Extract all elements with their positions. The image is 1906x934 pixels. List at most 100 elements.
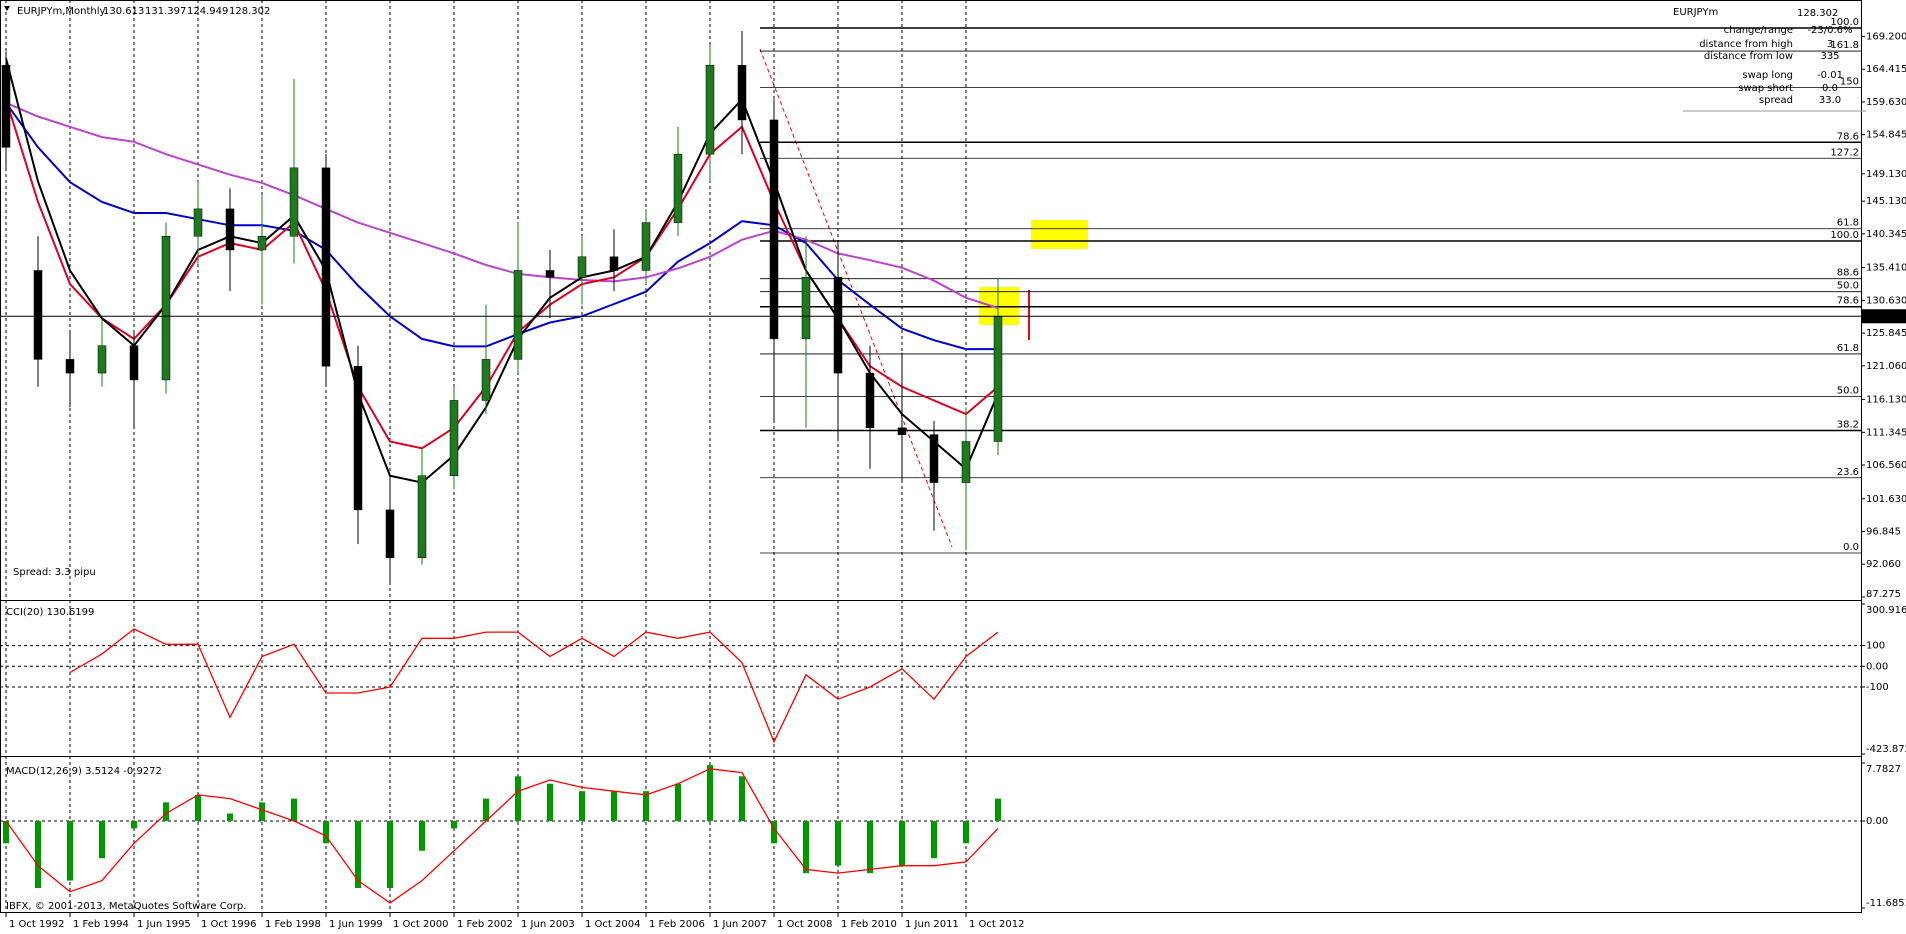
fib-label: 78.6 (1837, 296, 1859, 307)
histogram-bar (163, 802, 169, 821)
candle-body (801, 277, 811, 340)
fib-label: 23.6 (1837, 467, 1859, 478)
x-tick-label: 1 Feb 1994 (73, 919, 129, 930)
y-tick-label: -100 (1866, 682, 1889, 693)
candle-body (321, 167, 331, 367)
ohlc-value: 128.302 (229, 6, 270, 17)
candle-body (961, 441, 971, 483)
y-tick-label: 164.415 (1866, 64, 1906, 75)
x-tick-label: 1 Jun 2003 (521, 919, 575, 930)
y-tick-label: 169.200 (1866, 31, 1906, 42)
y-tick-label: 111.345 (1866, 427, 1906, 438)
histogram-bar (707, 765, 713, 821)
candle-body (161, 236, 171, 381)
y-tick-label: 159.630 (1866, 97, 1906, 108)
histogram-bar (739, 776, 745, 821)
ohlc-value: 130.613 (103, 6, 144, 17)
histogram-bar (675, 783, 681, 821)
histogram-bar (195, 794, 201, 821)
histogram-bar (291, 798, 297, 821)
y-tick-label: 121.060 (1866, 361, 1906, 372)
moving-average (5, 58, 999, 484)
y-tick-label: 140.345 (1866, 229, 1906, 240)
y-tick-label: 96.845 (1866, 527, 1901, 538)
histogram-bar (3, 820, 9, 844)
x-tick-label: 1 Feb 2006 (649, 919, 705, 930)
info-value: -0.01 (1817, 70, 1843, 81)
current-price-box (1862, 309, 1906, 324)
histogram-bar (67, 820, 73, 881)
info-label: swap long (1742, 70, 1793, 81)
info-label: distance from high (1699, 39, 1793, 50)
info-symbol: EURJPYm (1673, 7, 1718, 18)
candle-body (257, 236, 267, 251)
info-value: 33.0 (1819, 95, 1841, 106)
fib-label: 50.0 (1837, 385, 1859, 396)
histogram-bar (867, 820, 873, 874)
histogram-bar (323, 820, 329, 844)
x-tick-label: 1 Feb 1998 (265, 919, 321, 930)
candle-body (129, 345, 139, 381)
indicator-line (5, 768, 999, 904)
histogram-bar (611, 791, 617, 821)
y-tick-label: 154.845 (1866, 130, 1906, 141)
y-tick-label: 0.00 (1866, 661, 1888, 672)
histogram-bar (131, 820, 137, 829)
histogram-bar (515, 776, 521, 821)
x-tick-label: 1 Oct 2008 (777, 919, 832, 930)
histogram-bar (835, 820, 841, 866)
candle-body (897, 427, 907, 435)
histogram-bar (259, 802, 265, 821)
candle-body (385, 509, 395, 559)
fib-label: 161.8 (1830, 40, 1859, 51)
histogram-bar (355, 820, 361, 888)
histogram-bar (899, 820, 905, 866)
fib-label: 0.0 (1843, 542, 1859, 553)
info-label: distance from low (1704, 51, 1793, 62)
y-tick-label: 7.7827 (1866, 764, 1901, 775)
candle-body (737, 64, 747, 121)
histogram-bar (931, 820, 937, 859)
x-tick-label: 1 Oct 2012 (969, 919, 1024, 930)
histogram-bar (643, 791, 649, 821)
candle-body (865, 372, 875, 429)
candle-body (673, 153, 683, 223)
fib-label: 78.6 (1837, 131, 1859, 142)
histogram-bar (35, 820, 41, 888)
fib-label: 100.0 (1830, 230, 1859, 241)
candle-body (97, 345, 107, 374)
fib-label: 150 (1840, 77, 1859, 88)
candle-body (929, 434, 939, 483)
candle-body (577, 256, 587, 278)
moving-average (5, 102, 998, 351)
candle-body (33, 270, 43, 360)
candle-body (193, 208, 203, 237)
x-tick-label: 1 Jun 1999 (329, 919, 383, 930)
info-price: 128.302 (1797, 8, 1838, 19)
histogram-bar (227, 813, 233, 821)
y-tick-label: 92.060 (1866, 559, 1901, 570)
candle-body (449, 400, 459, 476)
candle-body (481, 359, 491, 401)
ohlc-value: 131.397 (145, 6, 186, 17)
x-tick-label: 1 Oct 1992 (9, 919, 64, 930)
histogram-bar (579, 791, 585, 821)
y-tick-label: -11.6853 (1866, 898, 1906, 909)
info-value: 335 (1820, 51, 1839, 62)
ohlc-value: 124.949 (187, 6, 228, 17)
histogram-bar (483, 798, 489, 821)
fib-label: 50.0 (1837, 281, 1859, 292)
y-tick-label: 130.630 (1866, 295, 1906, 306)
y-tick-label: 116.130 (1866, 395, 1906, 406)
candle-body (65, 359, 75, 374)
highlight-box (1031, 220, 1088, 249)
x-tick-label: 1 Jun 2011 (905, 919, 959, 930)
fib-label: 127.2 (1830, 147, 1859, 158)
y-tick-label: 100 (1866, 641, 1885, 652)
histogram-bar (771, 820, 777, 844)
candle-body (609, 256, 619, 271)
y-tick-label: 87.275 (1866, 589, 1901, 600)
histogram-bar (547, 783, 553, 821)
copyright: IBFX, © 2001-2013, MetaQuotes Software C… (6, 901, 246, 912)
